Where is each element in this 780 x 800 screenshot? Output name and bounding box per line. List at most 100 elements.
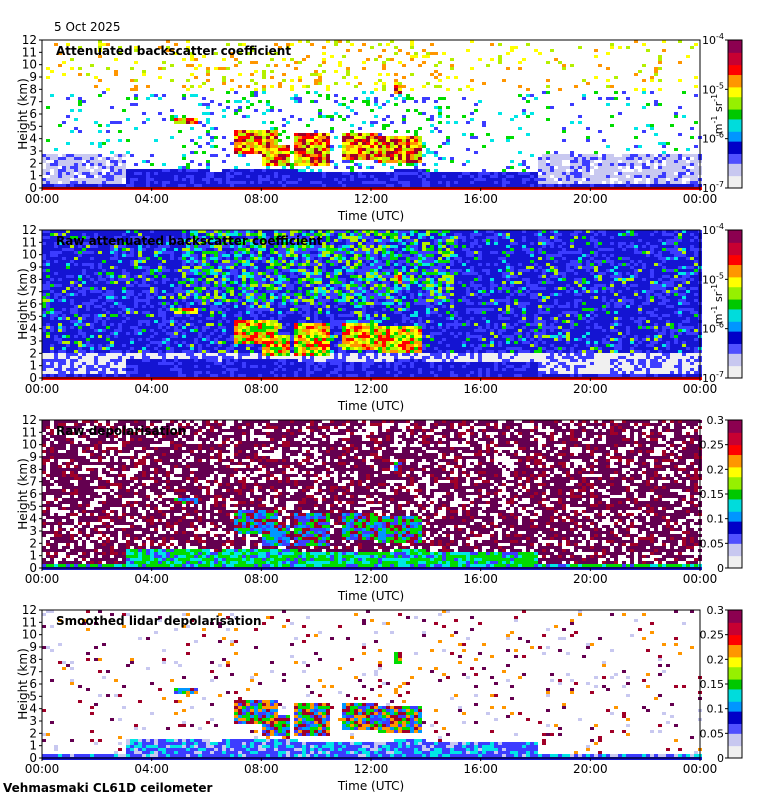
colorbar-segment (728, 321, 742, 325)
colorbar-segment (728, 420, 742, 423)
colorbar-segment (728, 348, 742, 352)
colorbar-segment (728, 158, 742, 162)
colorbar-tick-label: 10-5 (702, 81, 724, 96)
x-axis-label: Time (UTC) (337, 779, 404, 793)
x-tick-label: 08:00 (244, 192, 279, 206)
y-tick-label: 2 (29, 156, 37, 170)
x-tick-label: 16:00 (463, 572, 498, 586)
colorbar-segment (728, 498, 742, 502)
x-tick-label: 20:00 (573, 382, 608, 396)
colorbar-segment (728, 86, 742, 90)
colorbar-segment (728, 622, 742, 626)
colorbar-segment (728, 96, 742, 100)
colorbar-segment (728, 304, 742, 307)
colorbar-segment (728, 375, 742, 379)
y-axis-label: Height (km) (16, 268, 30, 339)
y-tick-label: 1 (29, 739, 37, 753)
colorbar-segment (728, 461, 742, 465)
colorbar-segment (728, 126, 742, 130)
colorbar-segment (728, 49, 742, 53)
colorbar: 10-710-610-510-4m-1 sr-1 (702, 32, 743, 195)
colorbar-segment (728, 274, 742, 278)
colorbar-segment (728, 691, 742, 695)
colorbar-segment (728, 553, 742, 557)
colorbar-segment (728, 730, 742, 734)
colorbar-segment (728, 733, 742, 737)
colorbar-tick-label: 10-4 (702, 222, 724, 237)
colorbar-segment (728, 664, 742, 668)
colorbar-segment (728, 133, 742, 137)
colorbar-segment (728, 89, 742, 93)
colorbar-segment (728, 656, 742, 660)
y-tick-label: 1 (29, 549, 37, 563)
tick-base: 10 (702, 224, 716, 237)
colorbar-segment (728, 452, 742, 456)
colorbar-units-part: sr (712, 101, 725, 115)
colorbar-segment (728, 471, 742, 475)
colorbar-segment (728, 748, 742, 752)
colorbar-segment (728, 545, 742, 549)
x-tick-label: 16:00 (463, 382, 498, 396)
colorbar-segment (728, 341, 742, 344)
colorbar-segment (728, 84, 742, 88)
x-tick-label: 08:00 (244, 762, 279, 776)
y-tick-label: 7 (29, 95, 37, 109)
colorbar-segment (728, 491, 742, 495)
colorbar-segment (728, 521, 742, 525)
colorbar-segment (728, 437, 742, 441)
tick-base: 10 (702, 34, 716, 47)
x-tick-label: 04:00 (134, 572, 169, 586)
date-label: 5 Oct 2025 (54, 20, 121, 34)
colorbar-tick-label: 0.2 (707, 463, 725, 476)
colorbar-segment (728, 533, 742, 537)
colorbar-tick-label: 0.05 (700, 537, 725, 550)
colorbar-segment (728, 716, 742, 720)
colorbar-segment (728, 173, 742, 177)
colorbar-segment (728, 459, 742, 463)
colorbar-segment (728, 651, 742, 655)
panel-title: Smoothed lidar depolarisation (56, 614, 262, 628)
colorbar-segment (728, 681, 742, 685)
y-tick-label: 0 (29, 181, 37, 195)
colorbar-segment (728, 484, 742, 488)
tick-exponent: -7 (716, 180, 724, 189)
colorbar-segment (728, 439, 742, 443)
y-tick-label: 9 (29, 450, 37, 464)
colorbar-frame (727, 39, 743, 189)
y-tick-label: 4 (29, 702, 37, 716)
colorbar-segment (728, 753, 742, 757)
colorbar-segment (728, 306, 742, 310)
colorbar-segment (728, 242, 742, 246)
colorbar-segment (728, 489, 742, 493)
colorbar-segment (728, 427, 742, 431)
colorbar-segment (728, 686, 742, 690)
colorbar-segment (728, 614, 742, 618)
colorbar-units: m-1 sr-1 (710, 284, 725, 324)
colorbar-segment (728, 183, 742, 187)
colorbar-segment (728, 703, 742, 707)
y-tick-label: 6 (29, 297, 37, 311)
colorbar-segment (728, 723, 742, 727)
colorbar-segment (728, 479, 742, 483)
colorbar-segment (728, 54, 742, 58)
colorbar-segment (728, 345, 742, 349)
colorbar-segment (728, 696, 742, 700)
colorbar-segment (728, 350, 742, 354)
colorbar-tick-label: 10-4 (702, 32, 724, 47)
colorbar-tick-label: 0 (717, 752, 724, 765)
x-tick-label: 04:00 (134, 192, 169, 206)
colorbar-units-part: -1 (710, 306, 719, 314)
tick-exponent: -5 (716, 271, 724, 280)
colorbar-segment (728, 343, 742, 347)
x-tick-label: 16:00 (463, 192, 498, 206)
colorbar-segment (728, 755, 742, 759)
colorbar-segment (728, 474, 742, 478)
colorbar-segment (728, 464, 742, 468)
colorbar-segment (728, 355, 742, 359)
colorbar-segment (728, 239, 742, 243)
colorbar-segment (728, 526, 742, 530)
y-tick-label: 10 (22, 248, 37, 262)
colorbar-segment (728, 44, 742, 48)
y-tick-label: 3 (29, 334, 37, 348)
